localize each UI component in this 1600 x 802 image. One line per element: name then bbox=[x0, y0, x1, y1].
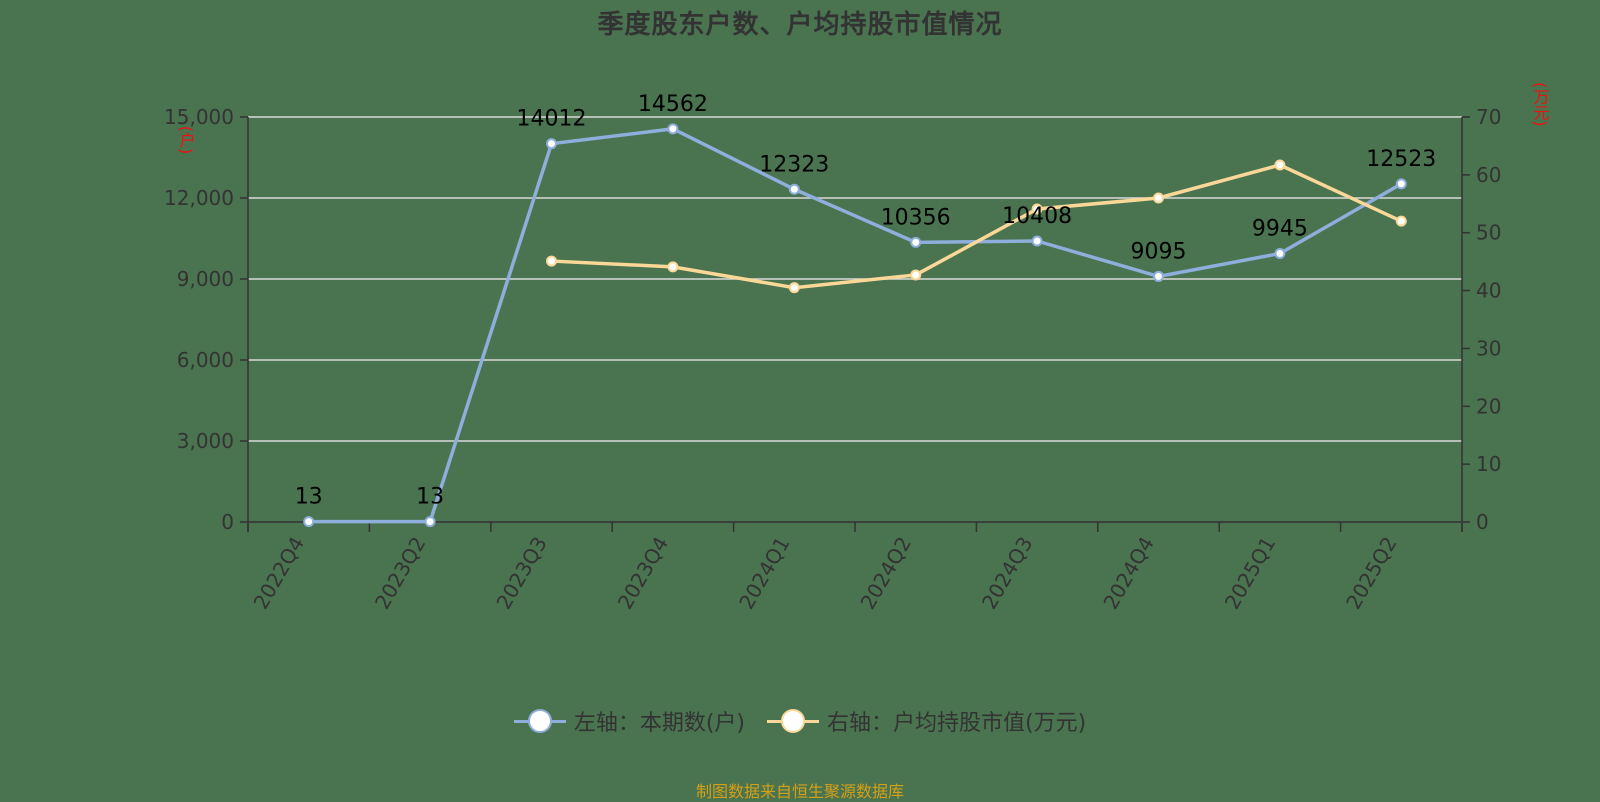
data-label: 13 bbox=[416, 485, 444, 510]
left-tick-label: 3,000 bbox=[177, 429, 234, 453]
right-tick-label: 10 bbox=[1476, 452, 1501, 476]
data-point[interactable] bbox=[303, 516, 315, 528]
right-tick-label: 0 bbox=[1476, 510, 1489, 534]
data-labels: 13 13 14012 14562 12323 10356 10408 9095 9945 125… bbox=[295, 92, 1437, 510]
right-tick-label: 70 bbox=[1476, 105, 1501, 129]
data-label: 9945 bbox=[1252, 216, 1308, 241]
data-point[interactable] bbox=[1274, 159, 1286, 171]
x-tick-label: 2023Q4 bbox=[613, 533, 673, 614]
x-tick-label: 2022Q4 bbox=[249, 533, 309, 614]
left-tick-label: 12,000 bbox=[164, 186, 234, 210]
series bbox=[303, 123, 1407, 528]
data-point[interactable] bbox=[667, 123, 679, 135]
x-tick-label: 2025Q1 bbox=[1220, 533, 1280, 614]
data-point[interactable] bbox=[1031, 203, 1043, 215]
left-tick-label: 0 bbox=[221, 510, 234, 534]
legend-marker-icon bbox=[513, 708, 566, 734]
left-tick-label: 9,000 bbox=[177, 267, 234, 291]
axes: 0 3,000 6,000 9,000 12,000 15,000 0 10 20 30 40 50 6… bbox=[164, 82, 1549, 613]
x-tick-label: 2024Q3 bbox=[977, 533, 1037, 614]
data-label: 14012 bbox=[517, 107, 587, 132]
legend: 左轴：本期数(户) 右轴：户均持股市值(万元) bbox=[0, 705, 1600, 737]
data-label: 10356 bbox=[881, 205, 951, 230]
source-note: 制图数据来自恒生聚源数据库 bbox=[695, 782, 904, 801]
right-tick-label: 60 bbox=[1476, 163, 1501, 187]
data-label: 9095 bbox=[1131, 239, 1187, 264]
data-label: 13 bbox=[295, 485, 323, 510]
legend-label: 左轴：本期数(户) bbox=[573, 711, 745, 736]
data-label: 12323 bbox=[759, 152, 829, 177]
right-tick-label: 40 bbox=[1476, 279, 1501, 303]
data-point[interactable] bbox=[667, 261, 679, 273]
legend-label: 右轴：户均持股市值(万元) bbox=[827, 711, 1087, 736]
data-point[interactable] bbox=[546, 138, 557, 150]
data-point[interactable] bbox=[1395, 178, 1407, 190]
legend-item-right-series[interactable]: 右轴：户均持股市值(万元) bbox=[767, 705, 1086, 737]
data-point[interactable] bbox=[788, 282, 800, 294]
data-point[interactable] bbox=[788, 183, 800, 195]
data-label: 12523 bbox=[1366, 147, 1436, 172]
x-tick-label: 2024Q1 bbox=[734, 533, 794, 614]
x-tick-label: 2023Q3 bbox=[491, 533, 551, 614]
data-point[interactable] bbox=[910, 269, 922, 281]
left-tick-label: 6,000 bbox=[177, 348, 234, 372]
right-unit-label: (万元) bbox=[1531, 82, 1550, 126]
shareholder-count-line bbox=[308, 127, 1403, 524]
data-label: 14562 bbox=[638, 92, 708, 117]
data-point[interactable] bbox=[910, 236, 922, 248]
data-point[interactable] bbox=[546, 255, 557, 267]
data-point[interactable] bbox=[1153, 192, 1164, 204]
gridlines bbox=[248, 116, 1462, 442]
right-tick-label: 30 bbox=[1476, 336, 1501, 360]
data-point[interactable] bbox=[424, 516, 436, 528]
left-unit-label: (户) bbox=[177, 126, 196, 154]
chart-title: 季度股东户数、户均持股市值情况 bbox=[597, 10, 1003, 40]
left-tick-label: 15,000 bbox=[164, 105, 234, 129]
data-point[interactable] bbox=[1153, 270, 1164, 282]
data-point[interactable] bbox=[1031, 235, 1043, 247]
data-point[interactable] bbox=[1274, 247, 1286, 259]
avg-holding-value-line bbox=[551, 163, 1403, 290]
x-tick-label: 2025Q2 bbox=[1341, 533, 1401, 614]
data-label: 10408 bbox=[1002, 204, 1072, 229]
data-point[interactable] bbox=[1395, 215, 1407, 227]
right-tick-label: 50 bbox=[1476, 221, 1501, 245]
x-tick-label: 2024Q2 bbox=[856, 533, 916, 614]
x-tick-label: 2024Q4 bbox=[1098, 533, 1158, 614]
legend-marker-icon bbox=[767, 708, 819, 734]
x-tick-label: 2023Q2 bbox=[370, 533, 430, 614]
right-tick-label: 20 bbox=[1476, 394, 1501, 418]
legend-item-left-series[interactable]: 左轴：本期数(户) bbox=[513, 705, 745, 737]
